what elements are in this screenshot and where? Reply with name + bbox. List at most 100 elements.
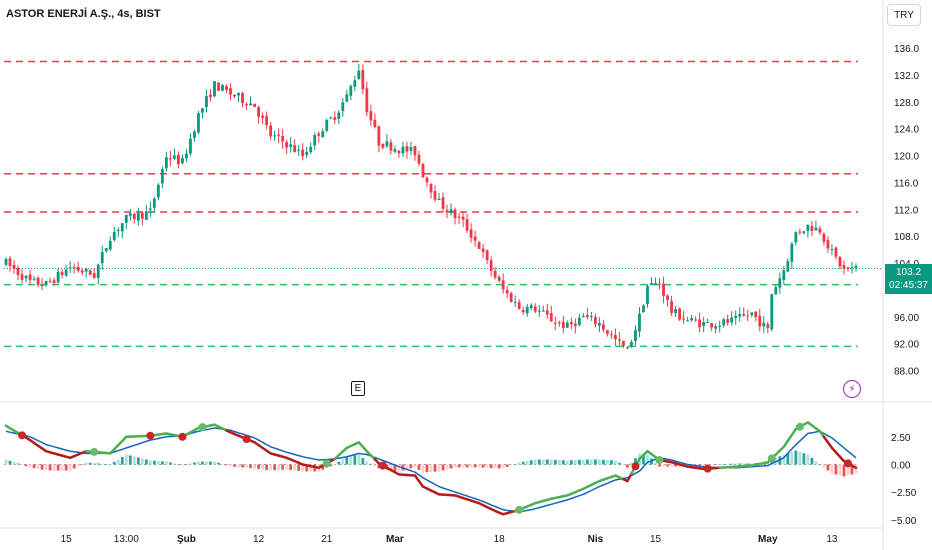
osc-histogram-bar bbox=[217, 462, 220, 465]
candle-body bbox=[806, 224, 810, 231]
candle-body bbox=[770, 294, 774, 330]
price-tick-label: 96.00 bbox=[894, 313, 919, 324]
osc-histogram-bar bbox=[433, 464, 437, 472]
earnings-marker[interactable]: E bbox=[351, 381, 365, 396]
candle-body bbox=[4, 259, 8, 265]
osc-histogram-bar bbox=[834, 464, 838, 475]
osc-histogram-bar bbox=[52, 464, 56, 471]
price-tick-label: 92.00 bbox=[894, 340, 919, 351]
candle-body bbox=[209, 94, 212, 98]
candle-body bbox=[818, 228, 822, 233]
osc-histogram-bar bbox=[393, 464, 397, 471]
osc-histogram-bar bbox=[437, 464, 441, 472]
time-tick-label: Şub bbox=[177, 534, 196, 545]
osc-histogram-bar bbox=[136, 457, 140, 465]
candle-body bbox=[281, 136, 285, 142]
candle-body bbox=[337, 112, 341, 119]
candle-body bbox=[417, 154, 421, 164]
osc-histogram-bar bbox=[197, 461, 200, 465]
candle-body bbox=[80, 270, 84, 273]
candle-body bbox=[20, 274, 24, 280]
candle-body bbox=[529, 305, 533, 309]
osc-histogram-bar bbox=[341, 459, 345, 465]
osc-histogram-bar bbox=[8, 460, 12, 465]
candle-body bbox=[850, 267, 854, 269]
osc-histogram-bar bbox=[477, 464, 481, 468]
candle-body bbox=[221, 85, 224, 91]
osc-histogram-bar bbox=[413, 464, 417, 468]
candle-body bbox=[293, 145, 297, 152]
candle-body bbox=[317, 133, 321, 136]
osc-histogram-bar bbox=[521, 461, 525, 465]
osc-histogram-bar bbox=[806, 454, 810, 465]
osc-histogram-bar bbox=[60, 464, 64, 471]
price-tick-label: 108.0 bbox=[894, 232, 919, 243]
last-price-value: 103.2 bbox=[895, 267, 922, 278]
osc-histogram-bar bbox=[132, 456, 136, 465]
candle-body bbox=[349, 85, 353, 96]
osc-histogram-bar bbox=[738, 463, 742, 465]
osc-histogram-bar bbox=[261, 464, 265, 470]
osc-histogram-bar bbox=[569, 460, 573, 465]
candle-body bbox=[156, 184, 160, 198]
currency-button[interactable]: TRY bbox=[887, 4, 921, 26]
osc-histogram-bar bbox=[750, 463, 754, 465]
osc-cross-marker bbox=[843, 459, 852, 468]
osc-histogram-bar bbox=[225, 464, 228, 466]
osc-histogram-bar bbox=[441, 464, 445, 471]
candle-body bbox=[225, 86, 228, 90]
osc-histogram-bar bbox=[293, 464, 297, 471]
lightning-bolt-icon[interactable]: ⚡ bbox=[843, 380, 861, 398]
osc-histogram-bar bbox=[104, 464, 108, 465]
osc-histogram-bar bbox=[84, 462, 88, 465]
osc-histogram-bar bbox=[164, 461, 168, 465]
price-tick-label: 116.0 bbox=[894, 178, 919, 189]
candle-body bbox=[36, 277, 40, 285]
osc-histogram-bar bbox=[345, 456, 349, 465]
time-tick-label: Nis bbox=[588, 534, 604, 545]
candle-body bbox=[517, 302, 521, 309]
osc-histogram-bar bbox=[497, 464, 501, 469]
osc-tick-label: 0.00 bbox=[891, 460, 911, 471]
candle-body bbox=[513, 301, 517, 303]
candle-body bbox=[674, 309, 677, 314]
candle-body bbox=[425, 177, 429, 183]
osc-histogram-bar bbox=[273, 464, 277, 471]
osc-histogram-bar bbox=[614, 460, 617, 465]
candle-body bbox=[177, 154, 180, 165]
candle-body bbox=[104, 248, 108, 252]
osc-histogram-bar bbox=[36, 464, 40, 469]
candle-body bbox=[172, 155, 176, 159]
osc-histogram-bar bbox=[626, 464, 629, 468]
candle-body bbox=[822, 233, 826, 242]
osc-cross-marker bbox=[703, 464, 712, 473]
osc-histogram-bar bbox=[589, 459, 593, 465]
candle-body bbox=[742, 313, 746, 316]
time-tick-label: 15 bbox=[650, 534, 662, 545]
candle-body bbox=[758, 315, 762, 327]
candle-body bbox=[393, 149, 397, 152]
osc-histogram-bar bbox=[545, 459, 549, 465]
osc-histogram-bar bbox=[622, 464, 625, 466]
candle-body bbox=[630, 341, 633, 347]
osc-cross-marker bbox=[146, 431, 155, 440]
candle-body bbox=[794, 232, 798, 243]
time-tick-label: 15 bbox=[61, 534, 73, 545]
osc-histogram-bar bbox=[501, 464, 505, 469]
candle-body bbox=[838, 256, 842, 267]
candles bbox=[4, 63, 858, 350]
time-tick-label: 18 bbox=[494, 534, 506, 545]
osc-histogram-bar bbox=[553, 459, 557, 465]
candle-body bbox=[261, 115, 265, 118]
osc-histogram-bar bbox=[221, 463, 224, 465]
candle-body bbox=[341, 102, 345, 111]
osc-histogram-bar bbox=[156, 460, 160, 465]
symbol-title[interactable]: ASTOR ENERJİ A.Ş., 4s, BIST bbox=[6, 8, 161, 20]
time-tick-label: 12 bbox=[253, 534, 265, 545]
osc-histogram-bar bbox=[409, 464, 413, 469]
osc-histogram-bar bbox=[726, 463, 730, 465]
osc-histogram-bar bbox=[96, 463, 100, 465]
osc-histogram-bar bbox=[814, 461, 818, 465]
price-tick-label: 120.0 bbox=[894, 152, 919, 163]
